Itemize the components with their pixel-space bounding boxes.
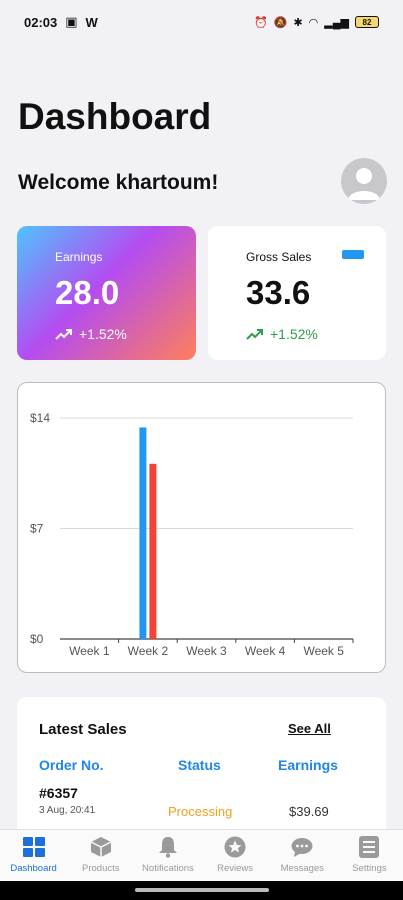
- battery-icon: 82: [355, 16, 379, 28]
- gross-sales-card[interactable]: Gross Sales 33.6 +1.52%: [208, 226, 386, 360]
- user-avatar-icon: [348, 168, 380, 200]
- column-status: Status: [178, 757, 221, 773]
- order-date: 3 Aug, 20:41: [39, 805, 96, 816]
- legend-swatch: [342, 250, 364, 259]
- y-tick-label: $14: [30, 411, 50, 425]
- chat-icon: [291, 836, 313, 858]
- nav-dashboard[interactable]: Dashboard: [0, 830, 67, 881]
- order-status: Processing: [168, 804, 233, 819]
- page-title: Dashboard: [18, 96, 212, 137]
- bar-chart: $0 $7 $14 Week 1 Week 2 Week 3 Week 4 Week 5: [30, 411, 354, 658]
- order-earnings: $39.69: [289, 804, 329, 819]
- x-tick-label: Week 2: [128, 644, 169, 658]
- gross-sales-trend-value: +1.52%: [270, 326, 318, 342]
- settings-icon: [358, 836, 380, 858]
- dashboard-grid-icon: [22, 836, 45, 858]
- gross-sales-label: Gross Sales: [246, 250, 312, 264]
- bar-week-2-series-1: [139, 427, 147, 639]
- gross-sales-trend: +1.52%: [246, 326, 318, 342]
- nav-notifications-label: Notifications: [142, 863, 194, 874]
- column-order-no: Order No.: [39, 757, 104, 773]
- gross-sales-value: 33.6: [246, 274, 311, 311]
- x-tick-label: Week 1: [69, 644, 110, 658]
- star-icon: [224, 836, 246, 858]
- nav-dashboard-label: Dashboard: [10, 863, 57, 874]
- trending-up-icon: [246, 329, 263, 340]
- nav-products-label: Products: [82, 863, 120, 874]
- see-all-link[interactable]: See All: [288, 721, 331, 736]
- trending-up-icon: [55, 329, 72, 340]
- column-earnings: Earnings: [278, 757, 338, 773]
- home-indicator[interactable]: [135, 888, 269, 892]
- nav-messages[interactable]: Messages: [269, 830, 336, 881]
- earnings-card[interactable]: Earnings 28.0 +1.52%: [17, 226, 196, 360]
- bottom-nav: Dashboard Products Notifications Reviews…: [0, 829, 403, 881]
- wifi-icon: ◠: [308, 16, 319, 29]
- sales-chart: $0 $7 $14 Week 1 Week 2 Week 3 Week 4 Week 5: [17, 382, 386, 673]
- x-tick-label: Week 5: [303, 644, 344, 658]
- earnings-trend-value: +1.52%: [79, 326, 127, 342]
- status-bar: 02:03 ▣ W ⏰ 🔕 ✱ ◠ ▂▄▆ 82: [0, 0, 403, 44]
- alarm-icon: ⏰: [254, 16, 268, 29]
- cube-icon: [90, 836, 112, 858]
- clock: 02:03: [24, 14, 58, 30]
- latest-sales-card: Latest Sales See All Order No. Status Ea…: [17, 697, 386, 837]
- avatar[interactable]: [341, 158, 387, 204]
- earnings-label: Earnings: [55, 250, 103, 264]
- nav-settings-label: Settings: [352, 863, 387, 874]
- y-tick-label: $0: [30, 632, 44, 646]
- x-tick-label: Week 3: [186, 644, 227, 658]
- nav-notifications[interactable]: Notifications: [134, 830, 201, 881]
- w-notification-icon: W: [85, 14, 98, 30]
- nav-settings[interactable]: Settings: [336, 830, 403, 881]
- nav-messages-label: Messages: [280, 863, 324, 874]
- app-notification-icon: ▣: [65, 14, 78, 29]
- latest-sales-title: Latest Sales: [39, 721, 127, 738]
- earnings-trend: +1.52%: [55, 326, 127, 342]
- y-tick-label: $7: [30, 522, 44, 536]
- nav-products[interactable]: Products: [67, 830, 134, 881]
- nav-reviews[interactable]: Reviews: [202, 830, 269, 881]
- mute-icon: 🔕: [273, 16, 288, 29]
- earnings-value: 28.0: [55, 274, 120, 311]
- bluetooth-icon: ✱: [293, 16, 303, 29]
- x-tick-label: Week 4: [245, 644, 286, 658]
- signal-icon: ▂▄▆: [324, 16, 349, 29]
- order-number: #6357: [39, 785, 78, 801]
- nav-reviews-label: Reviews: [217, 863, 254, 874]
- welcome-text: Welcome khartoum!: [18, 171, 219, 194]
- bell-icon: [157, 836, 179, 858]
- bar-week-2-series-2: [149, 463, 157, 639]
